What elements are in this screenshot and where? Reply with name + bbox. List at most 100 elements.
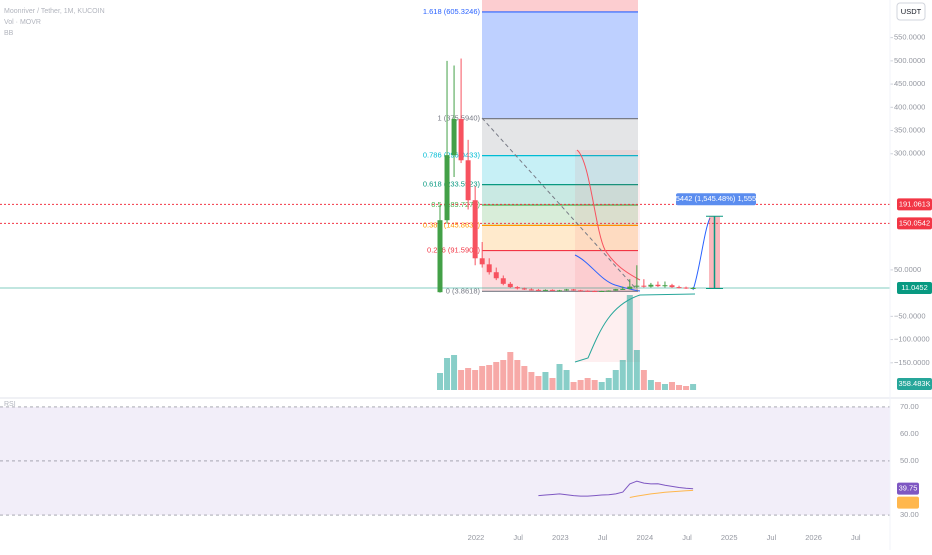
measure-label-box — [676, 193, 756, 206]
price-tag-label: 191.0613 — [899, 199, 930, 208]
rsi-tick-label: 70.00 — [900, 402, 919, 411]
y-tick-label: 400.0000 — [894, 102, 925, 111]
fib-label: 0 (3.8618) — [446, 286, 481, 295]
currency-button[interactable] — [896, 2, 926, 21]
y-tick-label: 550.0000 — [894, 33, 925, 42]
y-tick-label: 350.0000 — [894, 126, 925, 135]
candle-body — [479, 258, 485, 265]
bb-basis — [574, 254, 641, 292]
price-tag-label: 150.0542 — [899, 218, 930, 227]
y-tick-label: −150.0000 — [894, 358, 930, 367]
volume-bar — [437, 373, 443, 390]
volume-bar — [542, 372, 549, 390]
candle-body — [514, 287, 520, 289]
measure-label: 155.5442 (1,545.48%) 1,555,442 — [661, 194, 771, 203]
candle-body — [444, 155, 450, 221]
candle-body — [549, 289, 555, 291]
price-tag — [897, 281, 932, 294]
fib-zone — [482, 155, 638, 185]
candle-body — [521, 288, 527, 290]
rsi-tag-label: 39.75 — [899, 484, 918, 493]
volume-bar — [444, 358, 451, 390]
candle-body — [507, 283, 513, 288]
volume-bar — [465, 368, 472, 390]
candle-body — [669, 285, 675, 288]
volume-bar — [591, 380, 598, 390]
trend-line — [481, 117, 639, 292]
y-tick-label: 300.0000 — [894, 149, 925, 158]
candle-body — [486, 264, 492, 273]
fib-zone — [482, 11, 638, 119]
x-tick-label: 2025 — [721, 533, 738, 542]
volume-bar — [683, 386, 690, 390]
candle-body — [458, 118, 464, 161]
rsi-legend: RSI — [4, 401, 16, 408]
volume-bar — [535, 376, 542, 390]
volume-bar — [577, 380, 584, 390]
candle-body — [465, 160, 471, 201]
x-tick-label: 2022 — [468, 533, 485, 542]
y-tick-label: 50.0000 — [894, 265, 921, 274]
candle-body — [613, 289, 619, 291]
volume-bar — [549, 378, 556, 390]
symbol-legend: Moonriver / Tether, 1M, KUCOIN — [4, 8, 105, 15]
volume-tag — [897, 378, 932, 391]
candle-body — [535, 289, 541, 291]
candle-body — [451, 118, 457, 156]
rsi-tag — [897, 482, 919, 495]
candle-body — [437, 220, 443, 293]
y-tick-label: −50.0000 — [894, 311, 926, 320]
fib-label: 0.382 (145.8635) — [423, 220, 481, 229]
projection-line — [692, 217, 711, 291]
currency-label[interactable]: USDT — [901, 7, 922, 16]
candle-body — [578, 290, 584, 292]
candle-body — [620, 288, 626, 290]
volume-bar — [598, 382, 605, 390]
candle-body — [627, 286, 633, 289]
volume-bar — [451, 355, 458, 390]
fib-label: 1.618 (605.3246) — [423, 7, 481, 16]
volume-bar — [690, 384, 697, 390]
x-tick-label: Jul — [767, 533, 777, 542]
rsi-ma-tag — [897, 496, 919, 509]
candle-body — [493, 272, 499, 279]
fib-label: 0.5 (189.7279) — [431, 200, 480, 209]
volume-bar — [528, 372, 535, 390]
fib-zone — [482, 204, 638, 226]
x-tick-label: Jul — [682, 533, 692, 542]
x-tick-label: 2023 — [552, 533, 569, 542]
volume-bar — [668, 382, 675, 390]
x-tick-label: Jul — [851, 533, 861, 542]
candle-body — [500, 278, 506, 284]
y-tick-label: 500.0000 — [894, 56, 925, 65]
candle-body — [564, 289, 570, 291]
volume-bar — [605, 378, 612, 390]
candle-body — [557, 290, 563, 292]
volume-bar — [507, 352, 514, 390]
front-layer: 155.5442 (1,545.48%) 1,555,442 191.0613 15… — [437, 58, 932, 509]
rsi-tick-label: 60.00 — [900, 429, 919, 438]
volume-bar — [570, 382, 577, 390]
candle-body — [542, 289, 548, 291]
volume-bar — [676, 385, 683, 390]
candle-body — [571, 289, 577, 291]
volume-bar — [486, 365, 493, 390]
x-tick-label: Jul — [598, 533, 608, 542]
candle-body — [676, 287, 682, 289]
volume-bar — [619, 360, 626, 390]
candle-body — [655, 284, 661, 287]
volume-bar — [647, 380, 654, 390]
volume-tag-label: 358.483K — [898, 379, 930, 388]
candle-body — [472, 200, 478, 259]
candle-body — [599, 290, 605, 292]
volume-legend: Vol · MOVR — [4, 19, 41, 26]
candle-body — [606, 290, 612, 292]
fib-label: 1 (375.5940) — [437, 114, 480, 123]
volume-bar — [493, 362, 500, 390]
volume-bar — [612, 370, 619, 390]
bb-upper — [576, 149, 641, 281]
